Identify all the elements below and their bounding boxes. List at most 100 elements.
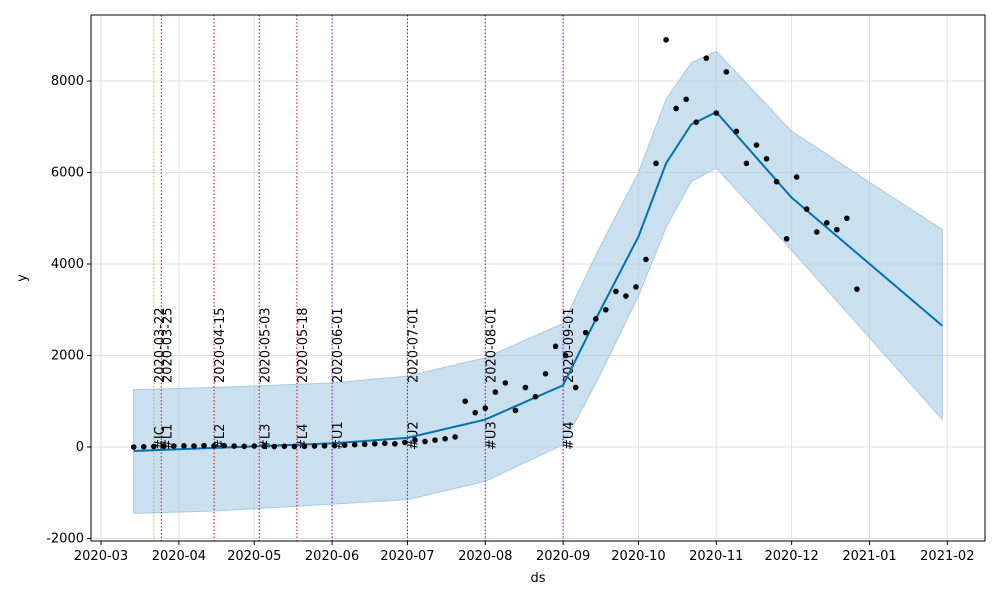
event-label: #U4 <box>562 421 577 450</box>
data-point <box>241 443 247 450</box>
data-point <box>592 316 599 322</box>
data-point <box>382 440 388 447</box>
x-axis-title: ds <box>530 571 545 586</box>
data-point <box>392 440 398 447</box>
event-date-label: 2020-05-18 <box>296 307 311 383</box>
data-point <box>683 96 689 103</box>
data-point <box>562 352 569 359</box>
data-point <box>130 444 137 450</box>
data-point <box>251 443 258 449</box>
data-point <box>763 155 770 162</box>
data-point <box>663 37 669 43</box>
data-point <box>161 443 167 450</box>
data-point <box>211 443 217 449</box>
plot-frame <box>90 14 986 542</box>
data-point <box>502 380 509 386</box>
data-point <box>231 443 237 449</box>
data-point <box>271 443 278 450</box>
x-tick-label: 2020-12 <box>764 549 818 564</box>
event-date-label: 2020-05-03 <box>258 307 273 383</box>
data-point <box>482 405 489 411</box>
y-axis-title: y <box>15 274 30 282</box>
data-point <box>422 438 428 445</box>
data-point <box>442 435 448 442</box>
data-point <box>291 443 298 450</box>
y-tick-label: 4000 <box>51 257 84 272</box>
data-point <box>361 441 368 448</box>
data-point <box>793 174 800 180</box>
data-point <box>522 384 529 391</box>
y-tick-label: -2000 <box>46 531 84 546</box>
x-tick-label: 2021-02 <box>920 549 974 564</box>
data-point <box>713 110 720 116</box>
data-point <box>834 226 840 233</box>
event-date-label: 2020-03-22 <box>153 307 168 383</box>
data-point <box>402 439 408 446</box>
data-point <box>703 55 710 61</box>
x-tick-label: 2020-06 <box>305 549 359 564</box>
data-point <box>572 384 579 391</box>
data-point <box>492 389 499 395</box>
data-point <box>673 105 679 112</box>
event-label: #L1 <box>160 424 175 450</box>
data-point <box>723 69 730 75</box>
event-date-label: 2020-08-01 <box>484 307 499 383</box>
data-point <box>321 443 328 449</box>
data-point <box>803 206 810 212</box>
data-point <box>643 256 649 263</box>
uncertainty-band <box>133 50 943 514</box>
data-point <box>623 293 629 299</box>
event-label: #U3 <box>484 421 499 450</box>
data-point <box>542 370 549 377</box>
data-point <box>693 119 700 125</box>
data-point <box>532 393 539 400</box>
data-point <box>140 443 147 450</box>
data-point <box>261 443 268 450</box>
data-point <box>783 236 790 242</box>
x-tick-label: 2020-08 <box>458 549 512 564</box>
y-tick-label: 0 <box>76 440 84 455</box>
y-tick-label: 2000 <box>51 348 84 363</box>
event-date-label: 2020-04-15 <box>213 307 228 383</box>
data-point <box>653 160 659 167</box>
data-point <box>452 434 458 440</box>
y-tick-label: 6000 <box>51 166 84 181</box>
event-date-label: 2020-07-01 <box>406 307 421 383</box>
x-tick-label: 2020-11 <box>689 549 743 564</box>
data-point <box>844 215 850 222</box>
data-point <box>432 437 438 443</box>
data-point <box>603 306 609 313</box>
data-point <box>753 142 760 148</box>
data-point <box>281 443 288 450</box>
data-point <box>472 409 479 416</box>
data-point <box>743 160 750 167</box>
data-point <box>181 443 187 449</box>
data-point <box>371 440 378 447</box>
data-point <box>733 128 740 135</box>
event-date-label: 2020-06-01 <box>331 307 346 383</box>
data-point <box>512 407 519 414</box>
data-point <box>311 443 318 449</box>
data-point <box>412 437 418 443</box>
data-point <box>191 443 197 449</box>
data-point <box>150 443 157 450</box>
data-point <box>773 178 780 185</box>
data-point <box>301 443 308 450</box>
data-point <box>462 398 468 405</box>
x-tick-label: 2020-03 <box>74 549 128 564</box>
event-date-label: 2020-03-25 <box>160 307 175 383</box>
x-tick-label: 2020-05 <box>227 549 281 564</box>
x-tick-label: 2021-01 <box>842 549 896 564</box>
data-point <box>854 286 860 292</box>
data-point <box>582 329 589 336</box>
data-point <box>813 229 820 235</box>
event-label: #L3 <box>258 424 273 450</box>
x-tick-label: 2020-07 <box>380 549 434 564</box>
data-point <box>823 220 830 226</box>
x-tick-label: 2020-04 <box>152 549 206 564</box>
data-point <box>341 442 348 448</box>
data-point <box>331 442 338 449</box>
data-point <box>613 288 619 295</box>
data-point <box>201 442 207 449</box>
